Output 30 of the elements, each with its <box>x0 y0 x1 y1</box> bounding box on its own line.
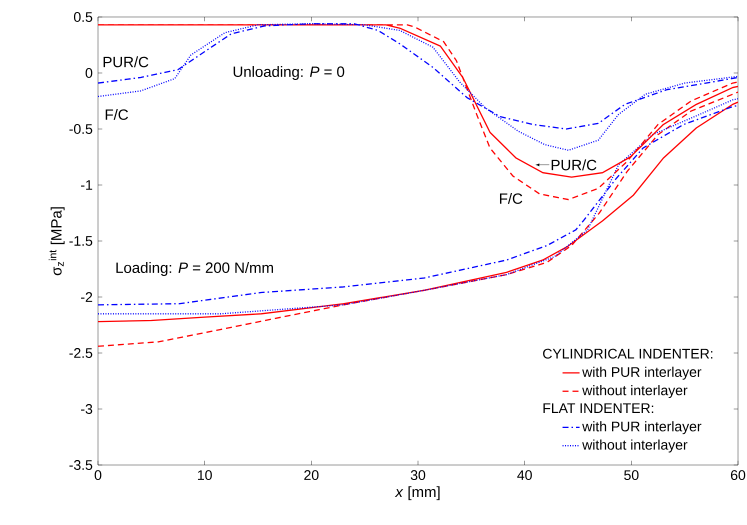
x-axis-title: x [mm] <box>394 486 440 500</box>
y-tick-label: -3 <box>81 404 92 414</box>
x-tick-label: 10 <box>198 470 212 480</box>
legend-label: without interlayer <box>582 385 688 398</box>
y-tick-label: -2.5 <box>69 348 92 358</box>
y-tick-label: -1.5 <box>69 236 92 246</box>
y-tick-label: -0.5 <box>69 124 92 134</box>
annotation: PUR/C <box>552 159 596 170</box>
y-axis-title: σ$_{z}$$^{int}$ [MPa] <box>48 207 65 276</box>
x-tick-label: 30 <box>410 470 426 480</box>
y-tick-label: 0 <box>86 68 92 78</box>
x-tick-label: 60 <box>730 470 746 480</box>
annotation: F/C <box>500 192 522 204</box>
y-tick-label: -2 <box>81 292 92 302</box>
legend-label: with PUR interlayer <box>582 421 702 434</box>
annotation: Unloading: P = 0 <box>234 66 344 80</box>
legend-label: with PUR interlayer <box>582 366 702 380</box>
annotation: FLAT INDENTER: <box>543 403 654 413</box>
legend-label: without interlayer <box>582 440 688 453</box>
x-tick-label: 20 <box>304 470 319 480</box>
annotation: F/C <box>106 108 128 120</box>
x-tick-label: 50 <box>624 470 639 480</box>
annotation: PUR/C <box>104 56 148 68</box>
y-tick-label: -1 <box>81 180 92 190</box>
annotation: Loading: P = 200 N/mm <box>116 262 273 276</box>
annotation: CYLINDRICAL INDENTER: <box>543 348 712 359</box>
y-tick-label: 0.5 <box>74 12 92 22</box>
y-tick-label: -3.5 <box>69 460 92 470</box>
x-tick-label: 0 <box>94 470 102 480</box>
x-tick-label: 40 <box>517 470 532 480</box>
